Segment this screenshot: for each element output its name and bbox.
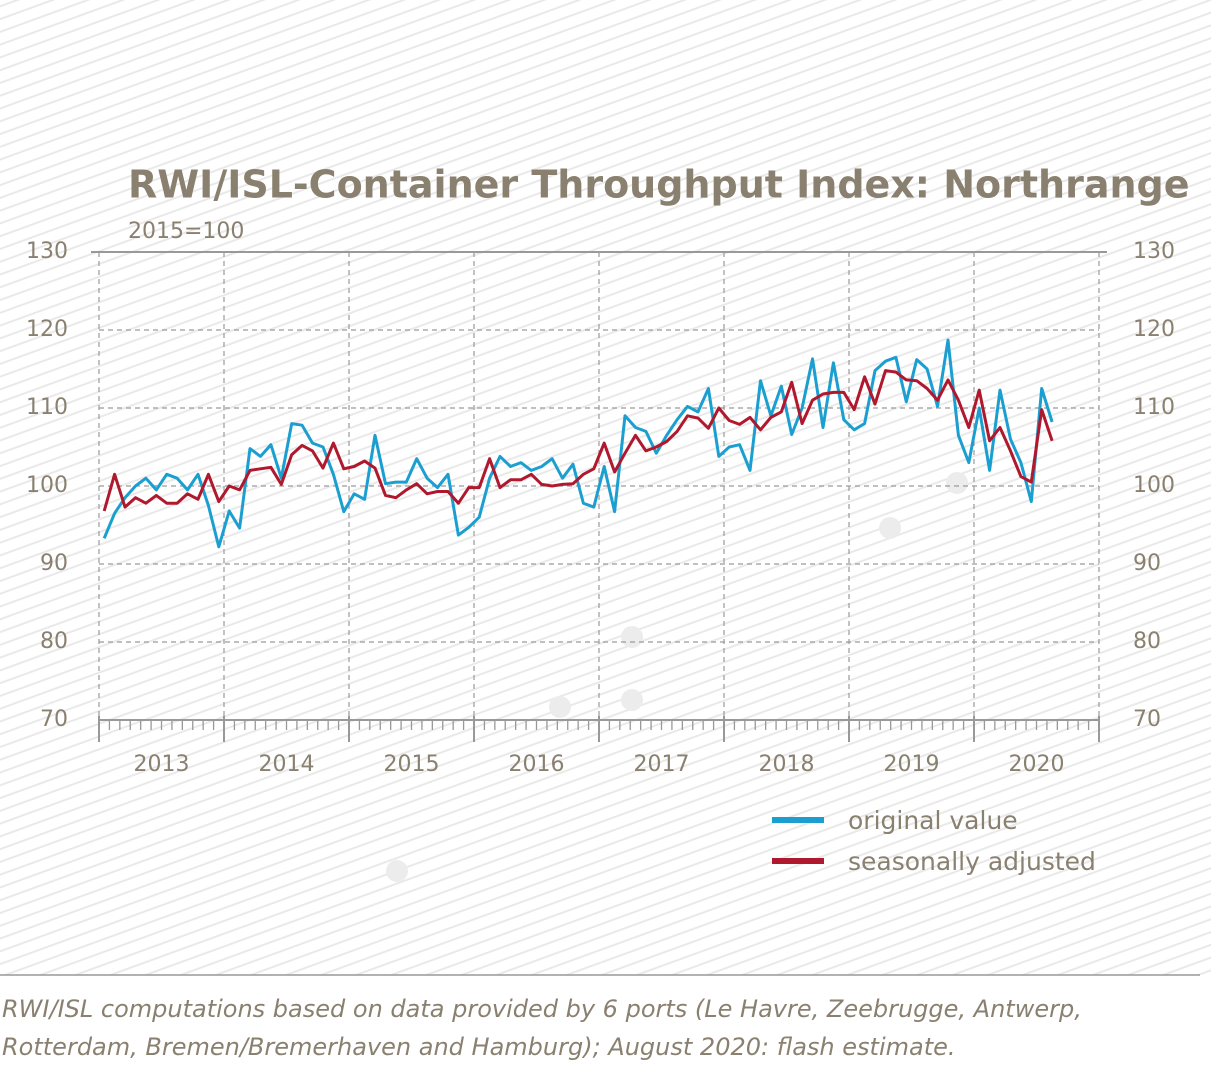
x-tick-label: 2019	[884, 752, 940, 777]
y-tick-label: 100	[26, 473, 68, 498]
x-tick-label: 2018	[759, 752, 815, 777]
x-tick-label: 2017	[634, 752, 690, 777]
x-tick-label: 2020	[1009, 752, 1065, 777]
y2-tick-label: 80	[1133, 629, 1161, 654]
y2-tick-label: 100	[1133, 473, 1175, 498]
background-dots	[386, 472, 968, 882]
y2-tick-label: 110	[1133, 395, 1175, 420]
y-tick-label: 90	[40, 551, 68, 576]
y2-tick-label: 90	[1133, 551, 1161, 576]
legend-label: original value	[848, 806, 1018, 835]
chart-title: RWI/ISL-Container Throughput Index: Nort…	[128, 163, 1190, 207]
y-tick-label: 130	[26, 239, 68, 264]
y2-tick-label: 120	[1133, 317, 1175, 342]
x-tick-label: 2015	[384, 752, 440, 777]
series-line	[102, 338, 1054, 549]
chart-subtitle: 2015=100	[128, 219, 244, 244]
x-tick-label: 2013	[134, 752, 190, 777]
footnote: RWI/ISL computations based on data provi…	[2, 995, 1082, 1023]
legend-label: seasonally adjusted	[848, 847, 1096, 876]
y-tick-label: 80	[40, 629, 68, 654]
x-tick-label: 2016	[509, 752, 565, 777]
y-tick-label: 110	[26, 395, 68, 420]
y2-tick-label: 70	[1133, 707, 1161, 732]
footnote: Rotterdam, Bremen/Bremerhaven and Hambur…	[2, 1033, 956, 1061]
x-tick-label: 2014	[259, 752, 315, 777]
y-tick-label: 70	[40, 707, 68, 732]
y2-tick-label: 130	[1133, 239, 1175, 264]
y-tick-label: 120	[26, 317, 68, 342]
series-line	[102, 369, 1054, 512]
background-hatch	[0, 0, 1211, 975]
